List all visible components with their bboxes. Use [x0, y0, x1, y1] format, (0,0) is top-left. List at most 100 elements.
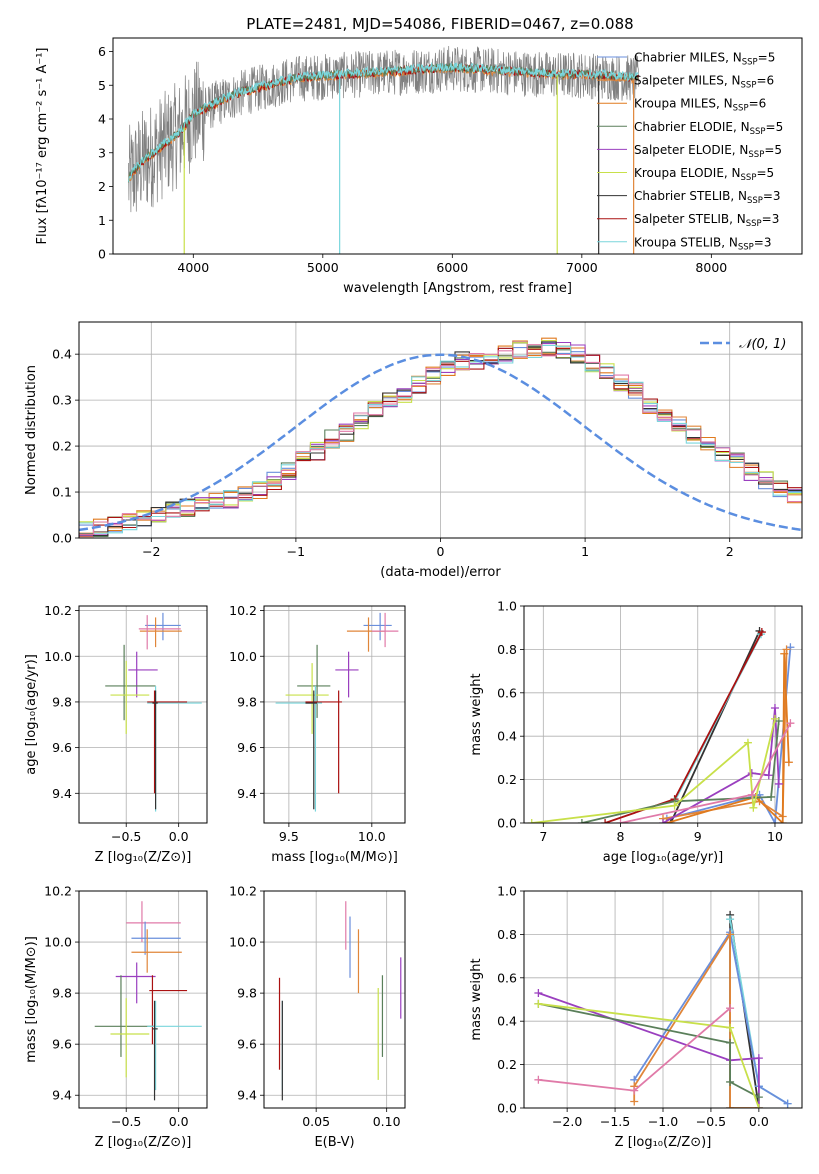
weight-marker — [534, 1075, 543, 1084]
y-tick-label: 9.6 — [52, 740, 72, 755]
legend-entry: Salpeter ELODIE, NSSP=5 — [634, 143, 782, 160]
weight-marker — [770, 714, 779, 723]
spectrum-panel: 4000 5000 6000 7000 8000 0 1 2 3 4 5 6 wavelength [A… — [35, 37, 803, 296]
x-tick-label: −0.5 — [696, 1114, 726, 1129]
y-tick-label: 9.8 — [52, 694, 72, 709]
x-axis-label: age [log₁₀(age/yr)] — [603, 850, 724, 865]
weight-marker — [726, 1023, 735, 1032]
y-axis-label: mass [log₁₀(M/M⊙)] — [24, 936, 39, 1063]
normal-curve — [79, 353, 802, 532]
x-tick-label: 7000 — [566, 260, 598, 275]
y-tick-label: 9.8 — [52, 986, 72, 1001]
plot-area — [105, 612, 202, 812]
y-tick-label: 10.0 — [229, 649, 257, 664]
model-spectrum-kroupa_stelib — [127, 61, 639, 182]
y-tick-label: 10.0 — [229, 935, 257, 950]
legend-entry: Chabrier MILES, NSSP=5 — [634, 51, 775, 68]
y-tick-label: 0.6 — [497, 685, 517, 700]
residual-histogram-panel: −2 −1 0 1 2 0.0 0.1 0.2 0.3 0.4 (data-model)/error… — [24, 321, 803, 580]
histogram-pink — [79, 344, 802, 535]
weight-series-kroupa_miles — [666, 653, 790, 823]
x-tick-label: 0.0 — [169, 1114, 189, 1129]
x-tick-label: 5000 — [307, 260, 339, 275]
y-tick-label: 0.1 — [52, 485, 72, 500]
weight-series-kroupa_elodie — [538, 1002, 760, 1108]
y-tick-label: 3 — [98, 145, 106, 160]
weight-marker — [577, 819, 586, 823]
y-axis-label: age [log₁₀(age/yr)] — [24, 654, 39, 775]
weight-marker — [749, 803, 758, 812]
x-axis-label: Z [log₁₀(Z/Z⊙)] — [95, 850, 192, 865]
x-tick-label: 8000 — [695, 260, 727, 275]
weight-marker — [774, 779, 783, 788]
y-tick-label: 0.2 — [497, 1057, 517, 1072]
weight-marker — [534, 988, 543, 997]
y-tick-label: 1 — [98, 213, 106, 228]
weight-marker — [726, 1038, 735, 1047]
x-tick-label: −2 — [142, 544, 160, 559]
age-vs-mass-panel: 9.5 10.0 9.4 9.6 9.8 10.0 10.2 mass [log₁₀(M/M⊙… — [229, 603, 406, 865]
y-tick-label: 10.0 — [44, 649, 72, 664]
mass-vs-metallicity-panel: −0.5 0.0 9.4 9.6 9.8 10.0 10.2 Z [log₁₀(Z/Z⊙)] m… — [24, 884, 208, 1150]
y-tick-label: 0.4 — [497, 1014, 517, 1029]
x-tick-label: −1.5 — [600, 1114, 630, 1129]
plot-area — [94, 901, 202, 1101]
weight-marker — [770, 819, 779, 823]
legend-entry: Kroupa MILES, NSSP=6 — [634, 97, 766, 114]
weight-marker — [754, 1104, 763, 1108]
x-tick-label: 0.0 — [749, 1114, 769, 1129]
weight-marker — [726, 915, 735, 924]
weight-marker — [726, 1004, 735, 1013]
y-tick-label: 9.6 — [237, 740, 257, 755]
x-tick-label: 0.05 — [302, 1114, 330, 1129]
y-tick-label: 0.3 — [52, 393, 72, 408]
weight-marker — [527, 819, 536, 823]
x-axis-label: Z [log₁₀(Z/Z⊙)] — [615, 1135, 712, 1150]
weight-marker — [754, 1054, 763, 1063]
plot-area — [527, 626, 795, 823]
weight-marker — [601, 819, 610, 823]
y-axis-label: Normed distribution — [24, 365, 39, 495]
y-tick-label: 0.6 — [497, 970, 517, 985]
weight-marker — [764, 771, 773, 780]
y-tick-label: 6 — [98, 44, 106, 59]
y-axis-label: Flux [fλ10⁻¹⁷ erg cm⁻² s⁻¹ A⁻¹] — [35, 48, 50, 245]
weight-series-chabrier_miles — [633, 929, 789, 1105]
weight-marker — [743, 738, 752, 747]
y-tick-label: 10.2 — [44, 884, 72, 899]
legend-entry: Chabrier STELIB, NSSP=3 — [634, 189, 781, 206]
weight-marker — [534, 999, 543, 1008]
weight-series-salpeter_elodie — [538, 992, 760, 1108]
y-tick-label: 1.0 — [497, 884, 517, 899]
weight-marker — [670, 801, 679, 810]
legend-entry: Kroupa STELIB, NSSP=3 — [634, 235, 772, 252]
y-tick-label: 10.2 — [44, 603, 72, 618]
axes-frame — [78, 321, 803, 539]
x-tick-label: 8 — [617, 829, 625, 844]
y-tick-label: 1.0 — [497, 599, 517, 614]
weight-marker — [616, 819, 625, 823]
y-tick-label: 0.8 — [497, 642, 517, 657]
y-tick-label: 0.4 — [52, 347, 72, 362]
x-tick-label: 10 — [767, 829, 783, 844]
y-tick-label: 0.2 — [497, 772, 517, 787]
y-tick-label: 0.0 — [497, 816, 517, 831]
x-tick-label: 0.10 — [373, 1114, 401, 1129]
legend-entry: Kroupa ELODIE, NSSP=5 — [634, 166, 774, 183]
weight-marker — [747, 769, 756, 778]
y-tick-label: 9.4 — [237, 1088, 257, 1103]
weight-vs-age-panel: 7 8 9 10 0.0 0.2 0.4 0.6 0.8 1.0 age [log₁₀(age/yr… — [469, 599, 803, 865]
weight-marker — [630, 1086, 639, 1095]
weight-series-kroupa_elodie — [531, 718, 776, 823]
weight-marker — [666, 819, 675, 823]
weight-marker — [786, 719, 795, 728]
plot-area — [79, 337, 802, 538]
x-tick-label: 0 — [437, 544, 445, 559]
x-tick-label: 2 — [726, 544, 734, 559]
axes-frame — [523, 605, 803, 824]
y-axis-label: mass weight — [469, 673, 484, 755]
axes-frame — [523, 890, 803, 1109]
y-tick-label: 5 — [98, 78, 106, 93]
plot-area — [534, 910, 792, 1108]
